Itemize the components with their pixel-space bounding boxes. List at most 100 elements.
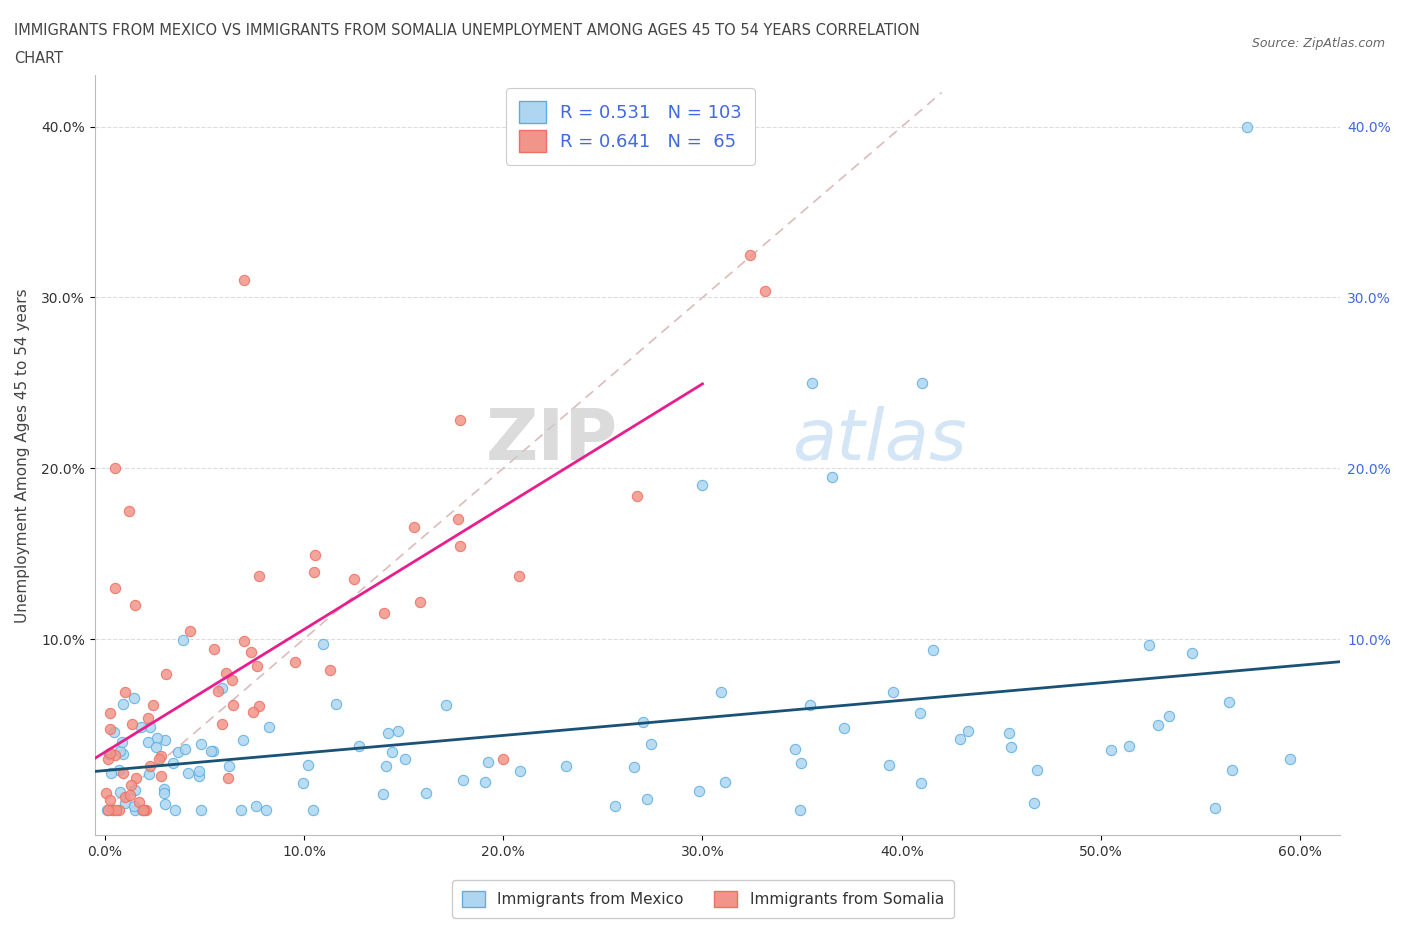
Point [477,754,499,769]
Point [949,731,972,746]
Point [233,633,256,648]
Point [138,766,160,781]
Point [103,725,125,740]
Point [387,724,409,738]
Point [633,714,655,729]
Point [998,725,1021,740]
Point [111,697,134,711]
Point [380,745,402,760]
Point [492,751,515,766]
Point [165,803,187,817]
Point [377,725,399,740]
Point [343,572,366,587]
Point [104,461,127,476]
Point [114,795,136,810]
Point [1218,695,1240,710]
Point [153,786,176,801]
Point [96,803,118,817]
Point [799,698,821,712]
Point [98,792,121,807]
Point [111,734,134,749]
Point [122,798,145,813]
Point [145,739,167,754]
Point [626,489,648,504]
Point [136,735,159,750]
Point [121,716,143,731]
Point [104,803,127,817]
Point [98,747,121,762]
Point [107,763,129,777]
Point [821,470,844,485]
Point [202,642,225,657]
Point [247,698,270,713]
Point [402,519,425,534]
Point [911,376,934,391]
Point [103,803,125,817]
Legend: Immigrants from Mexico, Immigrants from Somalia: Immigrants from Mexico, Immigrants from … [451,881,955,918]
Point [1118,738,1140,753]
Text: CHART: CHART [14,51,63,66]
Point [162,756,184,771]
Point [132,803,155,817]
Point [1159,709,1181,724]
Point [449,413,471,428]
Point [172,632,194,647]
Point [1026,763,1049,777]
Point [139,720,162,735]
Text: Source: ZipAtlas.com: Source: ZipAtlas.com [1251,37,1385,50]
Legend: R = 0.531   N = 103, R = 0.641   N =  65: R = 0.531 N = 103, R = 0.641 N = 65 [506,88,755,165]
Point [640,737,662,751]
Point [152,781,174,796]
Point [713,775,735,790]
Point [94,786,117,801]
Point [232,733,254,748]
Point [318,663,340,678]
Point [603,799,626,814]
Point [190,803,212,817]
Point [142,698,165,712]
Point [257,720,280,735]
Point [738,247,761,262]
Point [246,659,269,674]
Point [135,803,157,817]
Point [114,790,136,804]
Point [242,705,264,720]
Point [347,738,370,753]
Point [200,743,222,758]
Point [1022,795,1045,810]
Point [117,503,139,518]
Point [211,681,233,696]
Point [245,798,267,813]
Point [111,747,134,762]
Point [447,512,470,526]
Point [1236,119,1258,134]
Point [153,797,176,812]
Point [688,783,710,798]
Point [509,764,531,778]
Point [128,794,150,809]
Text: IMMIGRANTS FROM MEXICO VS IMMIGRANTS FROM SOMALIA UNEMPLOYMENT AMONG AGES 45 TO : IMMIGRANTS FROM MEXICO VS IMMIGRANTS FRO… [14,23,920,38]
Point [221,672,243,687]
Point [218,759,240,774]
Point [188,769,211,784]
Point [434,698,457,712]
Point [451,773,474,788]
Point [202,744,225,759]
Point [1204,801,1226,816]
Point [98,706,121,721]
Point [150,749,173,764]
Point [785,742,807,757]
Point [120,788,142,803]
Point [710,684,733,699]
Point [239,644,262,659]
Point [789,803,811,817]
Point [922,643,945,658]
Point [956,724,979,738]
Point [176,765,198,780]
Point [304,548,326,563]
Point [623,760,645,775]
Point [221,698,243,712]
Point [124,597,146,612]
Point [374,759,396,774]
Point [325,696,347,711]
